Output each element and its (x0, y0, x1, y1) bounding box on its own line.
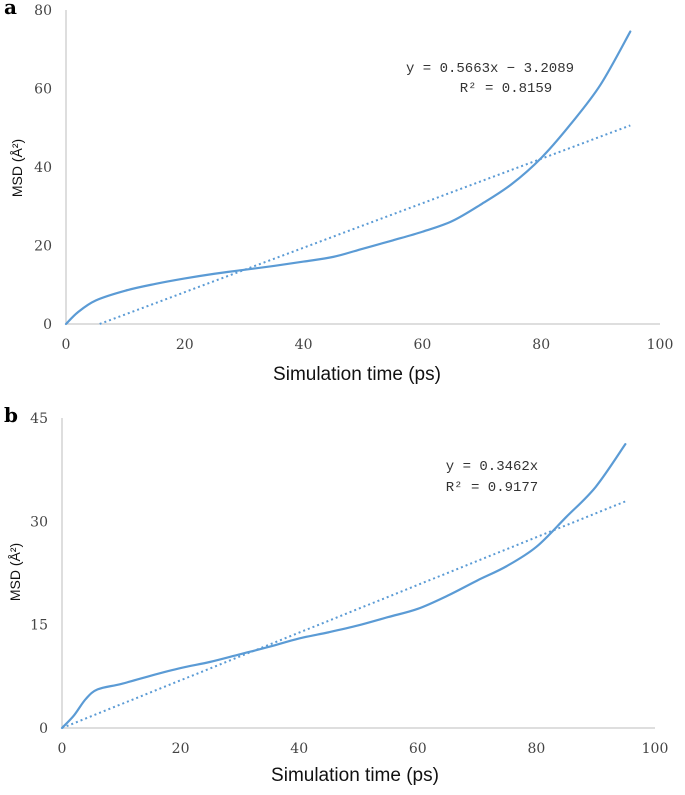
y-tick-label: 80 (34, 3, 52, 19)
x-tick-label: 80 (532, 337, 550, 353)
panel-b-y-axis-label: MSD (Å²) (7, 543, 23, 601)
x-tick-label: 40 (290, 741, 308, 757)
trendline (99, 124, 631, 325)
x-tick-label: 0 (58, 741, 67, 757)
x-tick-label: 20 (176, 337, 194, 353)
y-tick-label: 30 (30, 514, 48, 530)
y-tick-label: 40 (34, 160, 52, 176)
y-tick-label: 0 (39, 721, 48, 737)
y-tick-label: 20 (34, 239, 52, 255)
x-tick-label: 60 (409, 741, 427, 757)
x-tick-label: 20 (172, 741, 190, 757)
x-tick-label: 0 (62, 337, 71, 353)
panel-a-x-axis-label: Simulation time (ps) (273, 364, 441, 385)
panel-a-trend-equation: y = 0.5663x − 3.2089 (406, 61, 574, 77)
panel-b-x-axis-label: Simulation time (ps) (271, 765, 439, 786)
x-tick-label: 40 (295, 337, 313, 353)
x-tick-label: 80 (527, 741, 545, 757)
series-line-msd (60, 443, 627, 730)
x-tick-label: 100 (642, 741, 669, 757)
y-tick-label: 0 (43, 317, 52, 333)
y-tick-label: 45 (30, 411, 48, 427)
series-line-msd (64, 30, 632, 326)
panel-a-r-squared: R² = 0.8159 (460, 81, 552, 97)
panel-b-letter: b (4, 403, 18, 427)
trendline (61, 500, 626, 729)
panel-b: b MSD (Å²) Simulation time (ps) y = 0.34… (4, 403, 668, 786)
y-tick-label: 60 (34, 82, 52, 98)
panel-a-letter: a (4, 0, 17, 19)
panel-a-y-axis-label: MSD (Å²) (9, 139, 25, 197)
panel-a: a MSD (Å²) Simulation time (ps) y = 0.56… (4, 0, 673, 385)
panel-b-r-squared: R² = 0.9177 (446, 480, 538, 496)
y-tick-label: 15 (30, 618, 48, 634)
x-tick-label: 100 (647, 337, 674, 353)
panel-b-trend-equation: y = 0.3462x (446, 459, 538, 475)
x-tick-label: 60 (413, 337, 431, 353)
